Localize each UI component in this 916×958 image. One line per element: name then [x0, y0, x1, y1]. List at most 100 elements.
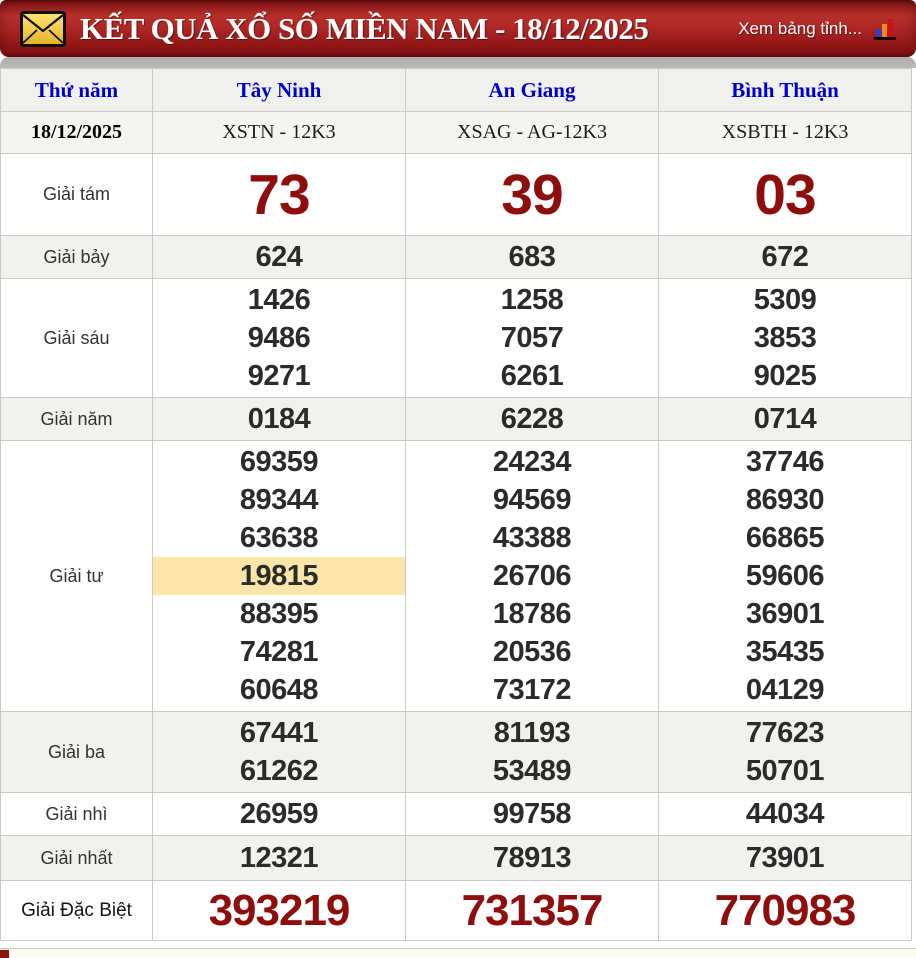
prize-number: 86930: [745, 484, 825, 516]
prize-number: 74281: [239, 636, 319, 668]
prize-cell: 1426 9486 9271: [152, 278, 406, 398]
next-section-red-border: [0, 950, 9, 958]
prize-number: 770983: [714, 885, 857, 935]
draw-code: XSAG - AG-12K3: [405, 111, 659, 154]
prize-number: 26959: [239, 798, 319, 830]
prize-number: 50701: [745, 755, 825, 787]
day-header: Thứ năm: [0, 68, 153, 112]
province-tay-ninh[interactable]: Tây Ninh: [152, 68, 406, 112]
prize-number: 61262: [239, 755, 319, 787]
prize-number: 35435: [745, 636, 825, 668]
prize-number: 3853: [753, 322, 817, 354]
prize-number: 03: [754, 162, 816, 227]
prize-row-giai-tam: Giải tám 73 39 03: [0, 153, 912, 236]
prize-cell: 44034: [658, 792, 912, 836]
prize-number: 0714: [753, 403, 817, 435]
prize-cell: 0184: [152, 397, 406, 441]
prize-cell: 39: [405, 153, 659, 236]
prize-number: 1426: [247, 284, 311, 316]
prize-number: 73172: [492, 674, 572, 706]
prize-cell: 0714: [658, 397, 912, 441]
header-shadow-strip: [0, 57, 916, 68]
prize-number: 9486: [247, 322, 311, 354]
prize-number: 624: [255, 241, 303, 273]
prize-number: 0184: [247, 403, 311, 435]
prize-row-giai-nhat: Giải nhất 12321 78913 73901: [0, 835, 912, 881]
prize-label: Giải ba: [0, 711, 153, 793]
prize-label: Giải nhất: [0, 835, 153, 881]
prize-number: 77623: [745, 717, 825, 749]
prize-row-giai-dac-biet: Giải Đặc Biệt 393219 731357 770983: [0, 880, 912, 941]
prize-number: 6261: [500, 360, 564, 392]
prize-number: 37746: [745, 446, 825, 478]
prize-number: 60648: [239, 674, 319, 706]
prize-cell: 78913: [405, 835, 659, 881]
page-title: KẾT QUẢ XỔ SỐ MIỀN NAM - 18/12/2025: [80, 10, 649, 46]
prize-number: 9271: [247, 360, 311, 392]
prize-number: 81193: [493, 717, 571, 749]
prize-label: Giải nhì: [0, 792, 153, 836]
prize-number: 18786: [492, 598, 572, 630]
prize-number: 1258: [500, 284, 564, 316]
header-bar: KẾT QUẢ XỔ SỐ MIỀN NAM - 18/12/2025 Xem …: [0, 0, 916, 57]
prize-cell: 672: [658, 235, 912, 279]
prize-cell: 624: [152, 235, 406, 279]
prize-cell: 5309 3853 9025: [658, 278, 912, 398]
prize-row-giai-sau: Giải sáu 1426 9486 9271 1258 7057 6261 5…: [0, 278, 912, 398]
prize-number: 67441: [239, 717, 319, 749]
prize-number: 393219: [208, 885, 351, 935]
draw-date: 18/12/2025: [0, 111, 153, 154]
envelope-icon: [20, 10, 66, 47]
view-province-table-link[interactable]: Xem bảng tỉnh...: [738, 18, 862, 38]
prize-number: 731357: [461, 885, 604, 935]
prize-number: 9025: [753, 360, 817, 392]
prize-label: Giải sáu: [0, 278, 153, 398]
prize-row-giai-bay: Giải bảy 624 683 672: [0, 235, 912, 279]
prize-number: 43388: [492, 522, 572, 554]
prize-cell: 69359 89344 63638 19815 88395 74281 6064…: [152, 440, 406, 712]
prize-number: 53489: [492, 755, 572, 787]
bar-chart-icon[interactable]: [872, 17, 898, 41]
prize-cell: 6228: [405, 397, 659, 441]
prize-number: 5309: [753, 284, 817, 316]
prize-cell: 24234 94569 43388 26706 18786 20536 7317…: [405, 440, 659, 712]
prize-cell: 67441 61262: [152, 711, 406, 793]
prize-row-giai-tu: Giải tư 69359 89344 63638 19815 88395 74…: [0, 440, 912, 712]
prize-label: Giải tám: [0, 153, 153, 236]
prize-cell: 26959: [152, 792, 406, 836]
prize-number: 66865: [745, 522, 825, 554]
prize-number: 6228: [500, 403, 564, 435]
prize-number: 63638: [239, 522, 319, 554]
prize-cell: 73901: [658, 835, 912, 881]
prize-label: Giải Đặc Biệt: [0, 880, 153, 941]
prize-number: 683: [508, 241, 556, 273]
prize-number: 12321: [239, 842, 319, 874]
prize-cell: 77623 50701: [658, 711, 912, 793]
province-an-giang[interactable]: An Giang: [405, 68, 659, 112]
prize-cell: 81193 53489: [405, 711, 659, 793]
prize-cell: 731357: [405, 880, 659, 941]
prize-cell: 1258 7057 6261: [405, 278, 659, 398]
prize-number: 94569: [492, 484, 572, 516]
draw-code: XSTN - 12K3: [152, 111, 406, 154]
prize-cell: 73: [152, 153, 406, 236]
prize-number: 672: [761, 241, 809, 273]
prize-number: 73: [248, 162, 310, 227]
province-header-row: Thứ năm Tây Ninh An Giang Bình Thuận: [0, 68, 912, 112]
prize-number: 7057: [500, 322, 564, 354]
prize-number: 88395: [239, 598, 319, 630]
prize-row-giai-nhi: Giải nhì 26959 99758 44034: [0, 792, 912, 836]
prize-number-highlighted: 19815: [153, 557, 405, 595]
prize-label: Giải tư: [0, 440, 153, 712]
date-code-row: 18/12/2025 XSTN - 12K3 XSAG - AG-12K3 XS…: [0, 111, 912, 154]
prize-number: 59606: [745, 560, 825, 592]
prize-cell: 99758: [405, 792, 659, 836]
prize-cell: 12321: [152, 835, 406, 881]
province-binh-thuan[interactable]: Bình Thuận: [658, 68, 912, 112]
lottery-results-table: Thứ năm Tây Ninh An Giang Bình Thuận 18/…: [0, 68, 912, 941]
prize-number: 39: [501, 162, 563, 227]
prize-number: 78913: [492, 842, 572, 874]
prize-number: 26706: [492, 560, 572, 592]
prize-label: Giải bảy: [0, 235, 153, 279]
prize-number: 20536: [492, 636, 572, 668]
